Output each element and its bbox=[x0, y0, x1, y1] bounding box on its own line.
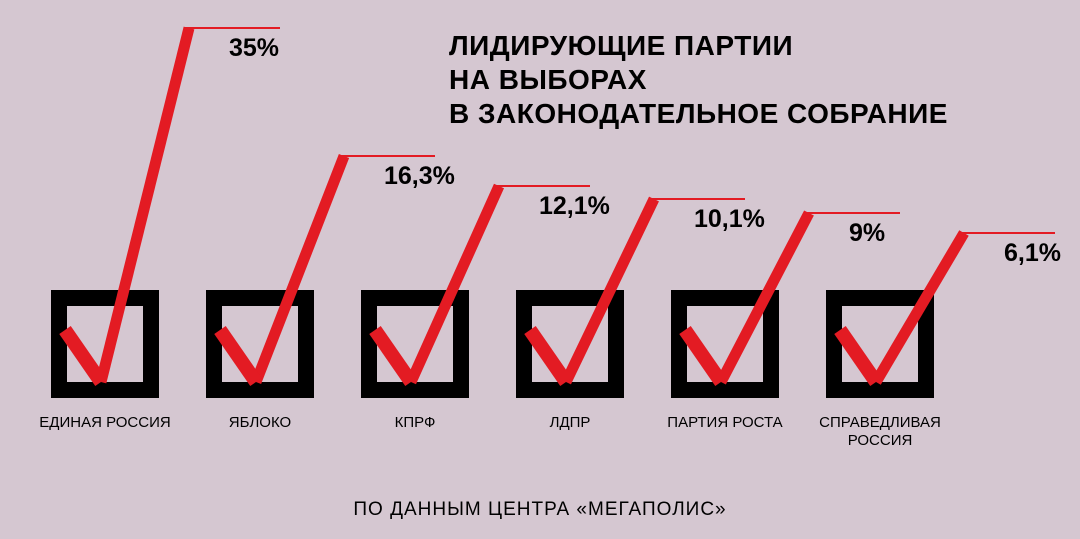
infographic-stage: ЛИДИРУЮЩИЕ ПАРТИИНА ВЫБОРАХВ ЗАКОНОДАТЕЛ… bbox=[0, 0, 1080, 539]
party-label: ЯБЛОКО bbox=[185, 414, 335, 432]
party-label: КПРФ bbox=[340, 414, 490, 432]
footer-source: ПО ДАННЫМ ЦЕНТРА «МЕГАПОЛИС» bbox=[0, 499, 1080, 521]
value-label: 6,1% bbox=[1004, 239, 1061, 268]
value-label: 12,1% bbox=[539, 192, 610, 221]
title-line: НА ВЫБОРАХ bbox=[449, 63, 948, 97]
party-label: ЛДПР bbox=[495, 414, 645, 432]
value-label: 10,1% bbox=[694, 205, 765, 234]
checkmark bbox=[220, 156, 344, 382]
chart-title: ЛИДИРУЮЩИЕ ПАРТИИНА ВЫБОРАХВ ЗАКОНОДАТЕЛ… bbox=[449, 29, 948, 131]
value-label: 16,3% bbox=[384, 162, 455, 191]
value-label: 9% bbox=[849, 219, 885, 248]
checkmark bbox=[375, 186, 499, 382]
checkmark bbox=[65, 28, 189, 382]
party-label: СПРАВЕДЛИВАЯ РОССИЯ bbox=[805, 414, 955, 450]
party-label: ЕДИНАЯ РОССИЯ bbox=[30, 414, 180, 432]
value-label: 35% bbox=[229, 34, 279, 63]
title-line: ЛИДИРУЮЩИЕ ПАРТИИ bbox=[449, 29, 948, 63]
title-line: В ЗАКОНОДАТЕЛЬНОЕ СОБРАНИЕ bbox=[449, 97, 948, 131]
checkmark bbox=[840, 233, 964, 382]
party-label: ПАРТИЯ РОСТА bbox=[650, 414, 800, 432]
